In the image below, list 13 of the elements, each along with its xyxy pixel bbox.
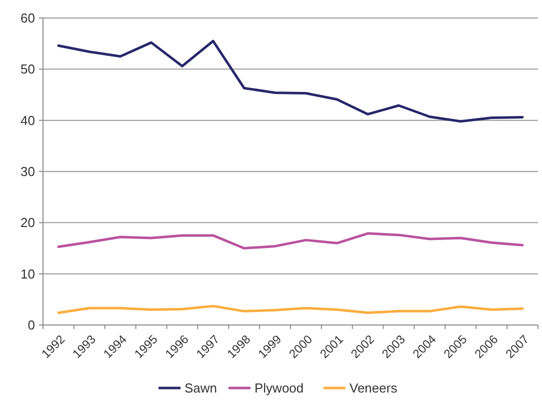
y-tick-label: 20: [20, 215, 35, 230]
y-tick-label: 30: [20, 164, 35, 180]
line-series: [57, 232, 524, 250]
y-tick-label: 40: [20, 112, 35, 128]
y-tick-label: 10: [20, 266, 35, 282]
legend-label: Sawn: [184, 380, 218, 396]
line-series: [57, 304, 524, 314]
y-tick-label: 50: [20, 62, 35, 77]
line-series: [57, 40, 524, 123]
legend-label: Veneers: [350, 380, 398, 396]
y-tick-label: 60: [20, 10, 35, 26]
legend-label: Plywood: [254, 380, 304, 396]
y-tick-label: 0: [28, 318, 35, 333]
